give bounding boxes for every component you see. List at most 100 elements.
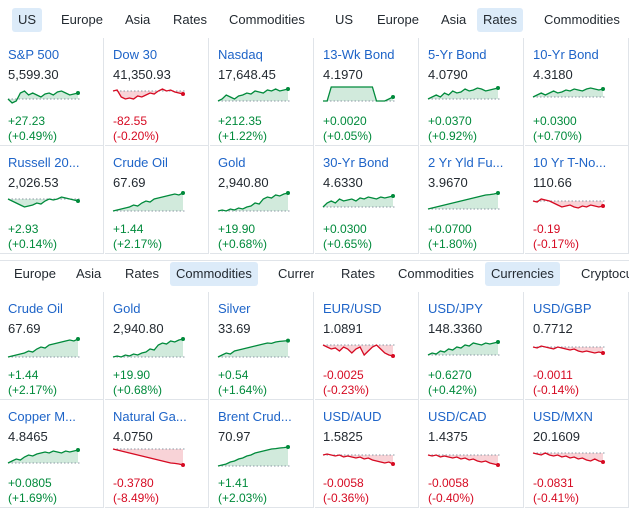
quote-card[interactable]: Brent Crud... 70.97 +1.41 (+2.03%) [210, 400, 314, 508]
sparkline-line [322, 453, 394, 465]
quote-card[interactable]: S&P 500 5,599.30 +27.23 (+0.49%) [0, 38, 104, 146]
quote-symbol-link[interactable]: Brent Crud... [218, 409, 292, 424]
quote-card[interactable]: USD/GBP 0.7712 -0.0011 (-0.14%) [525, 292, 629, 400]
sparkline-last-point [496, 191, 500, 195]
sparkline-line [217, 88, 289, 102]
tab-cryptocurrencies[interactable]: Cryptocu [581, 266, 629, 281]
tab-commodities[interactable]: Commodities [544, 12, 620, 27]
quote-price: 4.8465 [8, 429, 48, 444]
quote-card[interactable]: USD/JPY 148.3360 +0.6270 (+0.42%) [420, 292, 524, 400]
quote-symbol-link[interactable]: S&P 500 [8, 47, 60, 62]
tab-asia[interactable]: Asia [125, 12, 151, 27]
quote-card[interactable]: USD/MXN 20.1609 -0.0831 (-0.41%) [525, 400, 629, 508]
quote-symbol-link[interactable]: Copper M... [8, 409, 76, 424]
tab-commodities[interactable]: Commodities [398, 266, 474, 281]
quote-card[interactable]: 5-Yr Bond 4.0790 +0.0370 (+0.92%) [420, 38, 524, 146]
tab-asia[interactable]: Asia [441, 12, 467, 27]
quote-change-value: +212.35 [218, 114, 262, 128]
quote-symbol-link[interactable]: USD/CAD [428, 409, 487, 424]
quote-symbol-link[interactable]: Russell 20... [8, 155, 80, 170]
quote-change-value: -0.0058 [323, 476, 364, 490]
tab-rates[interactable]: Rates [341, 266, 375, 281]
quote-symbol-link[interactable]: 2 Yr Yld Fu... [428, 155, 504, 170]
quote-card[interactable]: Silver 33.69 +0.54 (+1.64%) [210, 292, 314, 400]
tab-rates[interactable]: Rates [173, 12, 207, 27]
quote-card[interactable]: Crude Oil 67.69 +1.44 (+2.17%) [105, 146, 209, 254]
quote-card[interactable]: Dow 30 41,350.93 -82.55 (-0.20%) [105, 38, 209, 146]
quote-card[interactable]: 10 Yr T-No... 110.66 -0.19 (-0.17%) [525, 146, 629, 254]
quote-card[interactable]: 2 Yr Yld Fu... 3.9670 +0.0700 (+1.80%) [420, 146, 524, 254]
quote-change: +27.23 (+0.49%) [8, 114, 57, 144]
sparkline-last-point [601, 204, 605, 208]
quote-symbol-link[interactable]: 5-Yr Bond [428, 47, 487, 62]
quote-card[interactable]: USD/AUD 1.5825 -0.0058 (-0.36%) [315, 400, 419, 508]
tab-commodities[interactable]: Commodities [229, 12, 305, 27]
tab-europe[interactable]: Europe [377, 12, 419, 27]
quote-card[interactable]: Gold 2,940.80 +19.90 (+0.68%) [105, 292, 209, 400]
quote-price: 67.69 [8, 321, 41, 336]
sparkline-chart [112, 337, 185, 358]
quote-grid: Crude Oil 67.69 +1.44 (+2.17%) Gold 2,940.80 +… [0, 292, 314, 508]
quote-grid: S&P 500 5,599.30 +27.23 (+0.49%) Dow 30 41,35… [0, 38, 314, 254]
quote-symbol-link[interactable]: 10-Yr Bond [533, 47, 599, 62]
quote-symbol-link[interactable]: USD/AUD [323, 409, 382, 424]
quote-price: 33.69 [218, 321, 251, 336]
quote-symbol-link[interactable]: Crude Oil [113, 155, 168, 170]
quote-change-value: -82.55 [113, 114, 148, 128]
sparkline-line [427, 192, 499, 210]
quote-card[interactable]: Russell 20... 2,026.53 +2.93 (+0.14%) [0, 146, 104, 254]
sparkline-last-point [391, 354, 395, 358]
quote-card[interactable]: 10-Yr Bond 4.3180 +0.0300 (+0.70%) [525, 38, 629, 146]
quote-symbol-link[interactable]: 10 Yr T-No... [533, 155, 607, 170]
tab-europe[interactable]: Europe [61, 12, 103, 27]
tab-currencies[interactable]: Currencies [485, 262, 560, 286]
sparkline-chart [427, 191, 500, 210]
tab-europe[interactable]: Europe [14, 266, 56, 281]
quote-change-value: +2.93 [8, 222, 39, 236]
quote-symbol-link[interactable]: EUR/USD [323, 301, 382, 316]
quote-card[interactable]: Gold 2,940.80 +19.90 (+0.68%) [210, 146, 314, 254]
quote-symbol-link[interactable]: Nasdaq [218, 47, 263, 62]
quote-symbol-link[interactable]: Natural Ga... [113, 409, 187, 424]
sparkline-area [113, 339, 183, 357]
quote-symbol-link[interactable]: USD/GBP [533, 301, 592, 316]
quote-card[interactable]: 30-Yr Bond 4.6330 +0.0300 (+0.65%) [315, 146, 419, 254]
quote-change-percent: (+0.68%) [218, 237, 268, 251]
tab-us[interactable]: US [335, 12, 354, 27]
quote-card[interactable]: Copper M... 4.8465 +0.0805 (+1.69%) [0, 400, 104, 508]
quote-change: +0.0300 (+0.65%) [323, 222, 372, 252]
quote-card[interactable]: EUR/USD 1.0891 -0.0025 (-0.23%) [315, 292, 419, 400]
quote-change-value: -0.19 [533, 222, 561, 236]
sparkline-last-point [496, 86, 500, 90]
quote-price: 4.0750 [113, 429, 153, 444]
quote-symbol-link[interactable]: USD/JPY [428, 301, 483, 316]
quote-change-percent: (+0.65%) [323, 237, 373, 251]
quote-symbol-link[interactable]: 13-Wk Bond [323, 47, 395, 62]
quote-symbol-link[interactable]: USD/MXN [533, 409, 593, 424]
quote-card[interactable]: 13-Wk Bond 4.1970 +0.0020 (+0.05%) [315, 38, 419, 146]
quote-symbol-link[interactable]: Gold [218, 155, 246, 170]
tab-currencies[interactable]: Currer [278, 266, 314, 281]
quote-symbol-link[interactable]: Dow 30 [113, 47, 158, 62]
quote-change: -0.3780 (-8.49%) [113, 476, 159, 506]
quote-card[interactable]: Nasdaq 17,648.45 +212.35 (+1.22%) [210, 38, 314, 146]
quote-card[interactable]: USD/CAD 1.4375 -0.0058 (-0.40%) [420, 400, 524, 508]
quote-change: +1.44 (+2.17%) [113, 222, 162, 252]
quote-symbol-link[interactable]: Gold [113, 301, 141, 316]
quote-card[interactable]: Crude Oil 67.69 +1.44 (+2.17%) [0, 292, 104, 400]
quote-symbol-link[interactable]: Crude Oil [8, 301, 63, 316]
tab-rates[interactable]: Rates [125, 266, 159, 281]
tab-rates[interactable]: Rates [477, 8, 523, 32]
quote-card[interactable]: Natural Ga... 4.0750 -0.3780 (-8.49%) [105, 400, 209, 508]
sparkline-area [8, 91, 78, 103]
tab-asia[interactable]: Asia [76, 266, 102, 281]
section-divider [0, 260, 629, 261]
tab-commodities[interactable]: Commodities [170, 262, 258, 286]
quote-change: -0.0025 (-0.23%) [323, 368, 369, 398]
sparkline-area [323, 87, 393, 101]
quote-symbol-link[interactable]: Silver [218, 301, 251, 316]
sparkline-area [218, 340, 288, 357]
tab-us[interactable]: US [12, 8, 43, 32]
quote-symbol-link[interactable]: 30-Yr Bond [323, 155, 389, 170]
sparkline-area [428, 88, 498, 99]
